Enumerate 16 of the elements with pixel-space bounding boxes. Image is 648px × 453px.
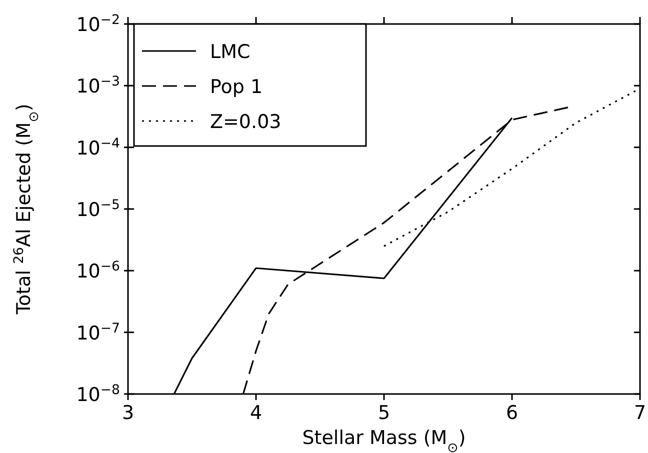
x-tick-label: 6 xyxy=(506,402,518,424)
y-tick-label: 10$^{−2}$ xyxy=(76,12,120,36)
x-tick-label: 3 xyxy=(122,402,134,424)
x-axis-title: Stellar Mass (M$_{⊙}$) xyxy=(302,427,466,453)
y-tick-label: 10$^{−7}$ xyxy=(76,320,120,344)
legend-label: Z=0.03 xyxy=(210,111,282,133)
x-tick-label: 7 xyxy=(634,402,646,424)
x-tick-label: 5 xyxy=(378,402,390,424)
y-tick-label: 10$^{−4}$ xyxy=(76,136,120,160)
legend-label: Pop 1 xyxy=(210,76,263,98)
y-tick-label: 10$^{−5}$ xyxy=(76,198,120,221)
x-tick-label: 4 xyxy=(250,402,262,424)
y-tick-label: 10$^{−8}$ xyxy=(76,382,120,406)
y-tick-label: 10$^{−6}$ xyxy=(76,259,120,283)
legend-label: LMC xyxy=(210,41,250,63)
y-tick-label: 10$^{−3}$ xyxy=(76,74,120,98)
